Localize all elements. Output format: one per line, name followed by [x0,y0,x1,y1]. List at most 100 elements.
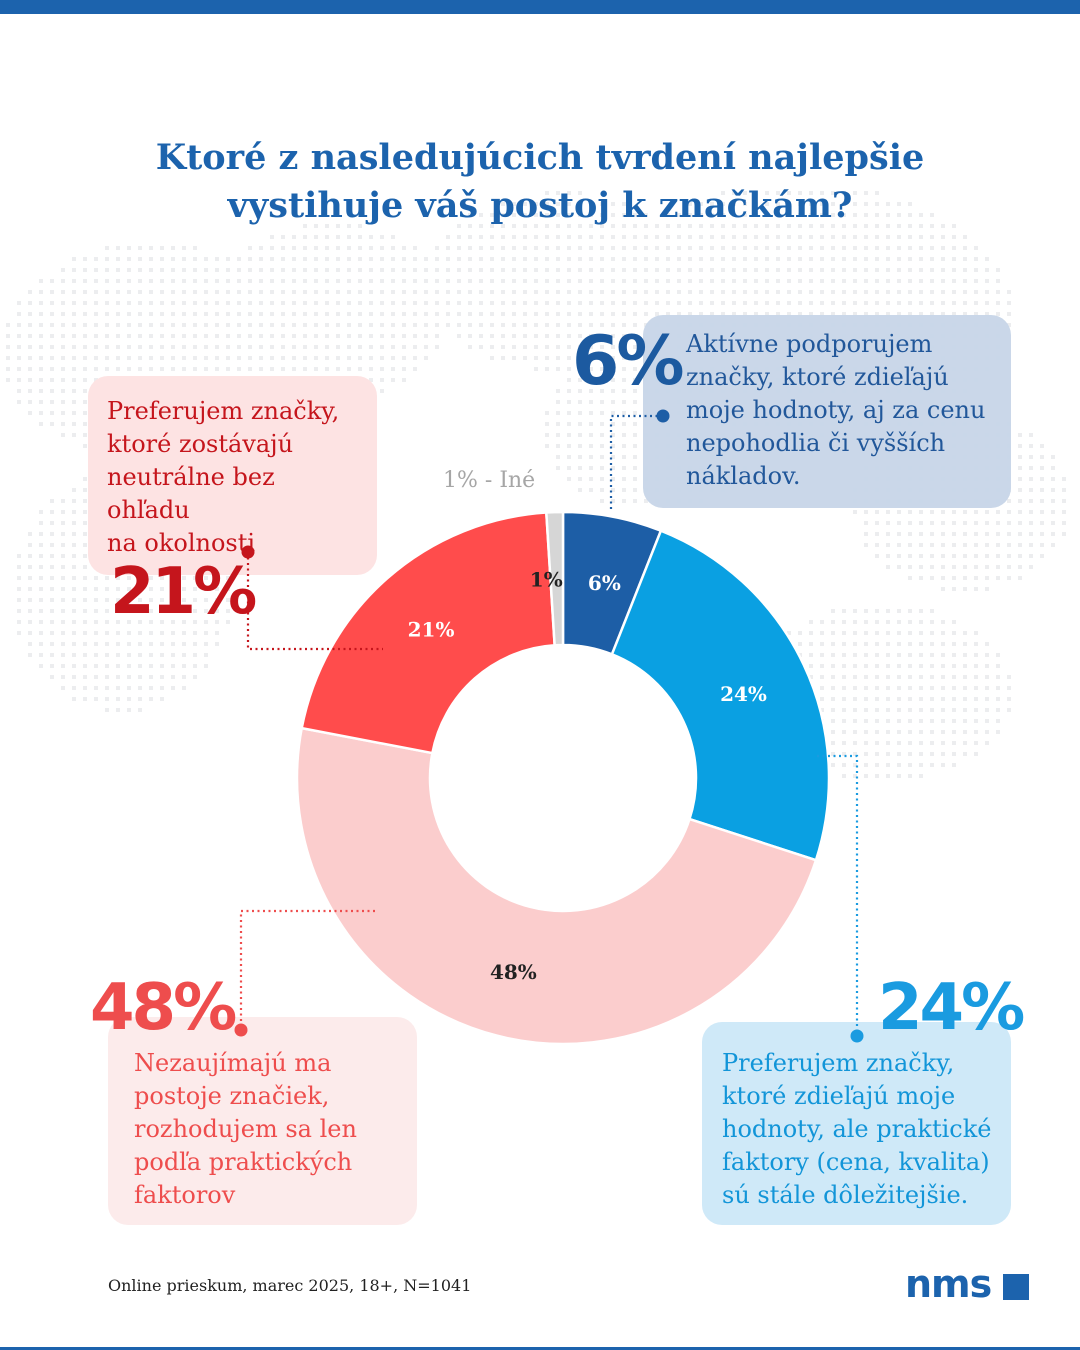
map-dot [974,268,978,272]
map-dot [325,345,329,349]
map-dot [39,664,43,668]
map-dot [985,686,989,690]
map-dot [369,356,373,360]
map-dot [567,367,571,371]
map-dot [237,279,241,283]
callout-line: neutrálne bez ohľadu [107,463,275,524]
map-dot [699,257,703,261]
map-dot [50,532,54,536]
map-dot [39,510,43,514]
map-dot [886,752,890,756]
map-dot [754,257,758,261]
map-dot [534,312,538,316]
top-accent-bar [0,0,1080,14]
map-dot [1062,510,1066,514]
map-dot [842,653,846,657]
map-dot [193,246,197,250]
map-dot [259,279,263,283]
map-dot [721,235,725,239]
map-dot [897,268,901,272]
map-dot [930,246,934,250]
map-dot [215,356,219,360]
map-dot [633,279,637,283]
map-dot [831,763,835,767]
map-dot [864,279,868,283]
map-dot [886,642,890,646]
map-dot [28,345,32,349]
map-dot [633,345,637,349]
map-dot [127,367,131,371]
map-dot [622,202,626,206]
map-dot [39,356,43,360]
map-dot [743,224,747,228]
map-dot [688,202,692,206]
map-dot [952,312,956,316]
map-dot [358,235,362,239]
map-dot [952,510,956,514]
map-dot [864,741,868,745]
map-dot [633,444,637,448]
map-dot [523,290,527,294]
map-dot [215,367,219,371]
map-dot [72,642,76,646]
map-dot [996,268,1000,272]
map-dot [237,334,241,338]
map-dot [105,301,109,305]
map-dot [50,290,54,294]
map-dot [50,411,54,415]
map-dot [127,697,131,701]
map-dot [875,752,879,756]
map-dot [1051,499,1055,503]
map-dot [391,301,395,305]
map-dot [204,664,208,668]
map-dot [347,257,351,261]
map-dot [215,279,219,283]
map-dot [138,576,142,580]
map-dot [567,433,571,437]
map-dot [600,290,604,294]
map-dot [512,356,516,360]
map-dot [886,510,890,514]
map-dot [50,543,54,547]
map-dot [479,279,483,283]
map-dot [83,356,87,360]
map-dot [853,719,857,723]
map-dot [61,532,65,536]
map-dot [864,642,868,646]
map-dot [50,367,54,371]
map-dot [600,433,604,437]
map-dot [94,642,98,646]
map-dot [600,246,604,250]
map-dot [259,345,263,349]
map-dot [930,543,934,547]
map-dot [710,257,714,261]
map-dot [952,620,956,624]
map-dot [864,697,868,701]
map-dot [303,367,307,371]
map-dot [39,279,43,283]
map-dot [897,554,901,558]
map-dot [831,290,835,294]
map-dot [919,642,923,646]
map-dot [160,246,164,250]
map-dot [501,235,505,239]
map-dot [193,576,197,580]
map-dot [138,257,142,261]
callout-line: ktoré zostávajú [107,430,294,458]
map-dot [842,213,846,217]
map-dot [1040,510,1044,514]
map-dot [501,345,505,349]
map-dot [105,312,109,316]
map-dot [215,257,219,261]
map-dot [105,587,109,591]
map-dot [611,290,615,294]
map-dot [919,257,923,261]
map-dot [567,191,571,195]
map-dot [985,730,989,734]
map-dot [391,312,395,316]
map-dot [402,378,406,382]
map-dot [798,257,802,261]
map-dot [490,323,494,327]
map-dot [72,521,76,525]
map-dot [831,312,835,316]
